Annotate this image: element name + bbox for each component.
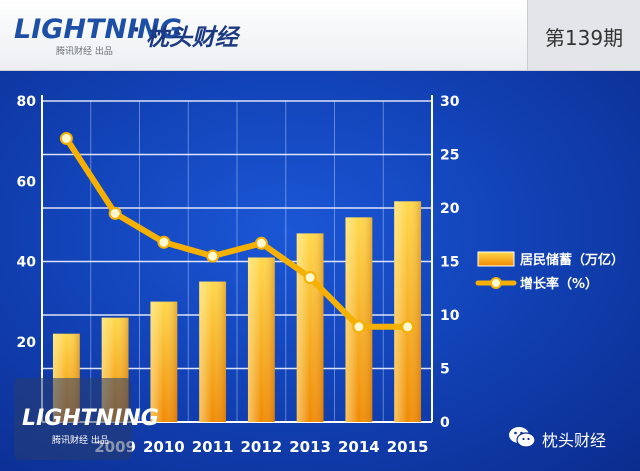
combo-chart: 2040608005101520253020092010201120122013…: [17, 94, 625, 456]
chart-area: 2040608005101520253020092010201120122013…: [0, 71, 640, 471]
x-axis-tick-label: 2015: [387, 438, 429, 456]
issue-number: 第139期: [544, 26, 624, 50]
header-bar: LIGHTNING 腾讯财经 出品 · 枕头财经 第139期: [0, 0, 640, 71]
right-axis-tick-label: 0: [440, 415, 450, 431]
growth-point: [206, 249, 220, 263]
right-axis-tick-label: 15: [440, 255, 459, 271]
x-axis-tick-label: 2011: [192, 438, 234, 456]
growth-point: [254, 236, 268, 250]
logo-subtitle: 腾讯财经 出品: [56, 47, 113, 57]
right-axis-tick-label: 25: [440, 148, 459, 164]
legend-label-savings: 居民储蓄（万亿）: [520, 252, 624, 268]
left-axis-tick-label: 40: [17, 255, 37, 271]
right-axis-tick-label: 20: [440, 201, 460, 217]
wechat-icon: [509, 427, 536, 448]
growth-point: [352, 320, 366, 334]
growth-point: [303, 271, 317, 285]
bar-highlight: [296, 233, 324, 422]
watermark-subtitle: 腾讯财经 出品: [52, 436, 109, 446]
legend-line-marker: [490, 277, 502, 289]
growth-point: [59, 131, 73, 145]
legend-bar-swatch: [477, 251, 515, 267]
bar-highlight: [150, 301, 178, 422]
left-axis-tick-label: 60: [17, 174, 37, 190]
bar-highlight: [394, 201, 422, 422]
bar-highlight: [247, 257, 275, 422]
right-axis-tick-label: 5: [440, 362, 450, 378]
right-axis-tick-label: 10: [440, 308, 460, 324]
x-axis-tick-label: 2014: [338, 438, 380, 456]
issue-badge: 第139期: [527, 0, 640, 70]
right-axis-tick-label: 30: [440, 94, 460, 110]
lightning-logo: LIGHTNING 腾讯财经 出品: [14, 10, 182, 57]
growth-point: [157, 235, 171, 249]
x-axis-tick-label: 2010: [143, 438, 185, 456]
watermark-logo: LIGHTNING 腾讯财经 出品: [14, 378, 159, 460]
logo-wordmark: LIGHTNING: [14, 14, 182, 45]
wechat-account-name: 枕头财经: [542, 431, 607, 450]
x-axis-tick-label: 2013: [289, 438, 331, 456]
wechat-watermark: 枕头财经: [508, 423, 640, 451]
watermark-wordmark: LIGHTNING: [22, 406, 159, 431]
left-axis-tick-label: 80: [17, 94, 37, 110]
growth-point: [401, 320, 415, 334]
growth-line: [63, 135, 411, 330]
growth-point: [108, 206, 122, 220]
bar-highlight: [199, 281, 227, 422]
left-axis-tick-label: 20: [17, 335, 37, 351]
title-separator: ·: [132, 18, 141, 43]
legend-label-growth: 增长率（%）: [520, 276, 598, 292]
x-axis-tick-label: 2012: [241, 438, 283, 456]
page-title: 枕头财经: [146, 25, 238, 51]
